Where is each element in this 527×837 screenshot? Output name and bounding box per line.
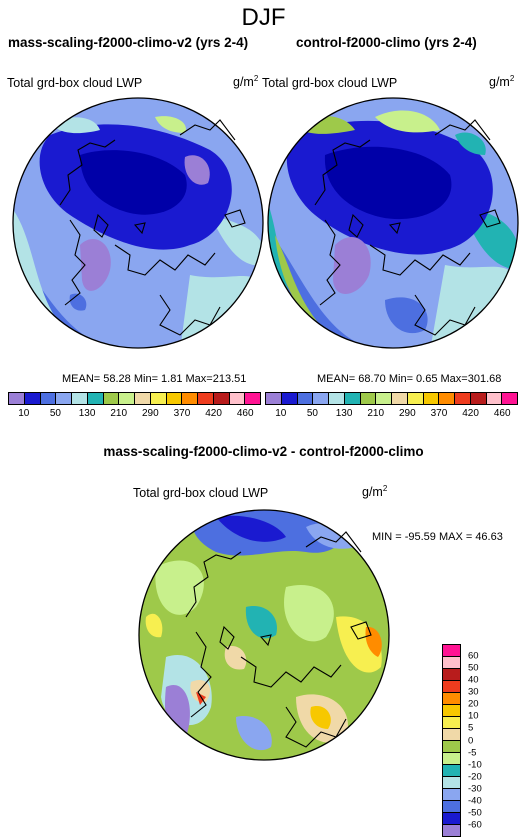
colorbar-tick-label: 30 (468, 686, 479, 698)
colorbar-swatch (344, 393, 361, 404)
colorbar-swatch (443, 789, 460, 801)
colorbar-swatch (229, 393, 246, 404)
colorbar-swatch (486, 393, 503, 404)
polar-map-diff (138, 509, 390, 761)
colorbar-swatch (443, 753, 460, 765)
colorbar-tick-label: 10 (275, 408, 287, 419)
polar-map-right (267, 97, 519, 349)
colorbar-swatch (443, 741, 460, 753)
colorbar-swatch (72, 393, 88, 404)
colorbar-tick-label: 130 (78, 408, 96, 419)
colorbar-left (8, 392, 261, 405)
colorbar-swatch (443, 657, 460, 669)
panel-left-title: mass-scaling-f2000-climo-v2 (yrs 2-4) (8, 35, 249, 50)
colorbar-swatch (103, 393, 120, 404)
colorbar-tick-label: -20 (468, 771, 482, 783)
panel-left-variable: Total grd-box cloud LWP (7, 76, 143, 90)
colorbar-swatch (443, 801, 460, 813)
colorbar-tick-label: -30 (468, 783, 482, 795)
colorbar-tick-label: 40 (468, 674, 479, 686)
colorbar-tick-label: 290 (141, 408, 159, 419)
colorbar-swatch (245, 393, 260, 404)
colorbar-swatch (360, 393, 377, 404)
colorbar-tick-label: 10 (468, 710, 479, 722)
colorbar-diff (442, 644, 461, 837)
colorbar-tick-label: 20 (468, 698, 479, 710)
colorbar-tick-label: -40 (468, 795, 482, 807)
panel-left-unit: g/m2 (233, 74, 259, 90)
colorbar-swatch (376, 393, 392, 404)
colorbar-swatch (24, 393, 41, 404)
colorbar-tick-label: 210 (367, 408, 385, 419)
colorbar-tick-label: -5 (468, 747, 477, 759)
colorbar-tick-label: 50 (306, 408, 318, 419)
colorbar-tick-label: 50 (468, 662, 479, 674)
colorbar-swatch (87, 393, 104, 404)
colorbar-swatch (329, 393, 345, 404)
colorbar-swatch (443, 669, 460, 681)
colorbar-swatch (439, 393, 455, 404)
colorbar-swatch (443, 729, 460, 741)
colorbar-tick-label: 460 (236, 408, 254, 419)
colorbar-tick-label: 10 (18, 408, 30, 419)
diff-unit: g/m2 (362, 484, 388, 500)
panel-right-variable: Total grd-box cloud LWP (262, 76, 398, 90)
colorbar-tick-label: -60 (468, 819, 482, 831)
colorbar-swatch (423, 393, 440, 404)
colorbar-right (265, 392, 518, 405)
colorbar-tick-label: 0 (468, 735, 474, 746)
colorbar-swatch (119, 393, 135, 404)
colorbar-swatch (135, 393, 151, 404)
colorbar-tick-label: 460 (493, 408, 511, 419)
diff-title: mass-scaling-f2000-climo-v2 - control-f2… (103, 444, 424, 459)
colorbar-swatch (56, 393, 72, 404)
season-title: DJF (241, 4, 286, 31)
colorbar-swatch (40, 393, 57, 404)
panel-left-stats: MEAN= 58.28 Min= 1.81 Max=213.51 (62, 373, 247, 385)
colorbar-swatch (443, 777, 460, 789)
colorbar-tick-label: 50 (49, 408, 61, 419)
colorbar-tick-label: 5 (468, 722, 474, 734)
colorbar-tick-label: 290 (398, 408, 416, 419)
colorbar-swatch (443, 813, 460, 825)
colorbar-swatch (297, 393, 314, 404)
diff-stats: MIN = -95.59 MAX = 46.63 (372, 531, 503, 543)
colorbar-swatch (443, 681, 460, 693)
panel-right-stats: MEAN= 68.70 Min= 0.65 Max=301.68 (317, 373, 502, 385)
colorbar-tick-label: -50 (468, 807, 482, 819)
colorbar-swatch (266, 393, 282, 404)
colorbar-tick-label: 60 (468, 650, 479, 662)
diff-variable: Total grd-box cloud LWP (133, 486, 269, 500)
colorbar-tick-label: 370 (430, 408, 448, 419)
colorbar-tick-label: 130 (335, 408, 353, 419)
colorbar-swatch (198, 393, 214, 404)
colorbar-swatch (9, 393, 25, 404)
colorbar-swatch (281, 393, 298, 404)
colorbar-swatch (443, 645, 460, 657)
polar-map-left (12, 97, 264, 349)
colorbar-tick-label: 210 (110, 408, 128, 419)
colorbar-tick-label: 370 (173, 408, 191, 419)
colorbar-swatch (313, 393, 329, 404)
panel-right-title: control-f2000-climo (yrs 2-4) (296, 35, 477, 50)
colorbar-swatch (443, 705, 460, 717)
colorbar-swatch (443, 717, 460, 729)
colorbar-swatch (443, 693, 460, 705)
colorbar-swatch (182, 393, 198, 404)
colorbar-swatch (407, 393, 424, 404)
panel-right-unit: g/m2 (489, 74, 515, 90)
colorbar-swatch (392, 393, 408, 404)
colorbar-swatch (502, 393, 517, 404)
colorbar-swatch (470, 393, 487, 404)
colorbar-swatch (455, 393, 471, 404)
colorbar-swatch (443, 765, 460, 777)
colorbar-swatch (213, 393, 230, 404)
colorbar-tick-label: 420 (205, 408, 222, 419)
colorbar-swatch (150, 393, 167, 404)
colorbar-swatch (443, 825, 460, 836)
colorbar-tick-label: 420 (462, 408, 479, 419)
colorbar-tick-label: -10 (468, 759, 482, 771)
colorbar-swatch (166, 393, 183, 404)
